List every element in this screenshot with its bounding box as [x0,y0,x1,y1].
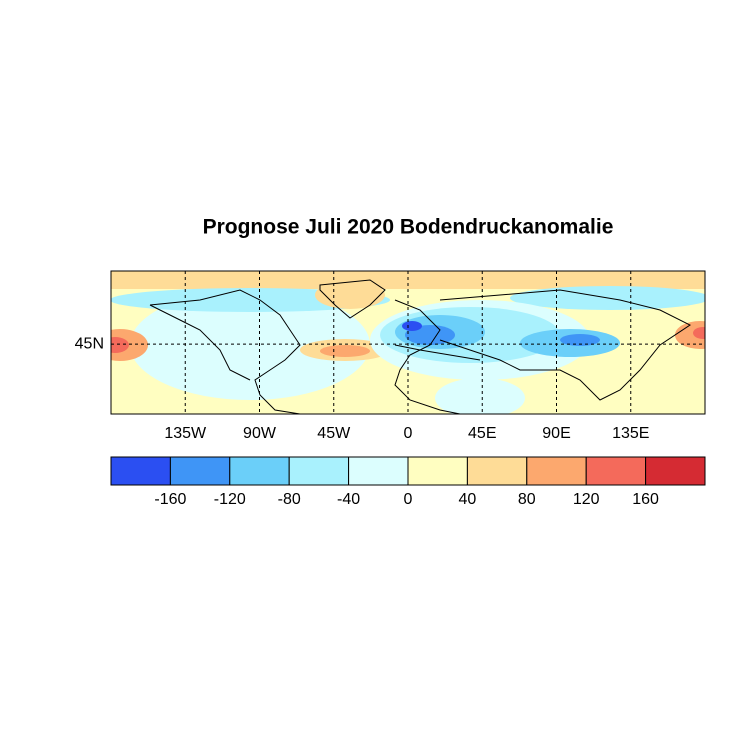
y-tick-label: 45N [75,335,104,352]
x-tick-label: 45E [468,425,496,442]
colorbar-label: -40 [337,491,360,508]
colorbar-swatch [526,456,587,486]
x-tick-label: 0 [404,425,413,442]
x-tick-label: 90W [243,425,277,442]
x-tick-label: 45W [317,425,351,442]
colorbar-swatch [348,456,409,486]
colorbar-label: 80 [518,491,536,508]
x-tick-label: 135E [612,425,649,442]
colorbar-label: 40 [459,491,477,508]
x-tick-label: 135W [164,425,207,442]
colorbar-swatch [229,456,290,486]
colorbar-label: 0 [404,491,413,508]
colorbar-swatch [169,456,231,486]
colorbar-swatch [110,456,171,486]
colorbar-swatch [466,456,528,486]
colorbar-label: -120 [214,491,246,508]
chart-title: Prognose Juli 2020 Bodendruckanomalie [203,216,614,239]
colorbar-label: -160 [154,491,186,508]
colorbar-swatch [288,456,350,486]
colorbar-swatch [645,456,706,486]
colorbar-label: 120 [573,491,600,508]
colorbar-swatch [407,456,468,486]
anomaly-field [111,271,705,414]
colorbar-swatch [585,456,647,486]
colorbar-label: -80 [278,491,301,508]
colorbar-label: 160 [632,491,659,508]
x-tick-label: 90E [542,425,570,442]
